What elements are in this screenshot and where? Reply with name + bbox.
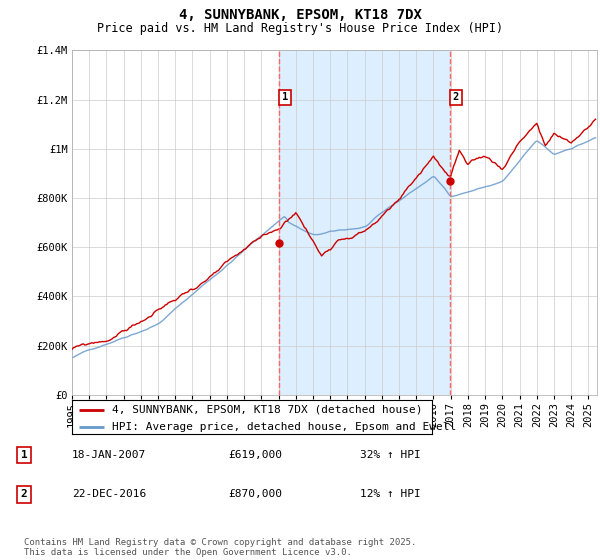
Text: 22-DEC-2016: 22-DEC-2016 [72,489,146,499]
Text: 2: 2 [20,489,28,499]
Text: 18-JAN-2007: 18-JAN-2007 [72,450,146,460]
Text: £619,000: £619,000 [228,450,282,460]
Text: 1: 1 [20,450,28,460]
Bar [280,50,450,395]
Text: 1: 1 [282,92,288,102]
Text: Contains HM Land Registry data © Crown copyright and database right 2025.
This d: Contains HM Land Registry data © Crown c… [24,538,416,557]
Text: Price paid vs. HM Land Registry's House Price Index (HPI): Price paid vs. HM Land Registry's House … [97,22,503,35]
Text: £870,000: £870,000 [228,489,282,499]
Text: 4, SUNNYBANK, EPSOM, KT18 7DX (detached house): 4, SUNNYBANK, EPSOM, KT18 7DX (detached … [112,405,422,415]
Text: 2: 2 [453,92,459,102]
Text: 4, SUNNYBANK, EPSOM, KT18 7DX: 4, SUNNYBANK, EPSOM, KT18 7DX [179,8,421,22]
Text: 32% ↑ HPI: 32% ↑ HPI [360,450,421,460]
Text: 12% ↑ HPI: 12% ↑ HPI [360,489,421,499]
Text: HPI: Average price, detached house, Epsom and Ewell: HPI: Average price, detached house, Epso… [112,422,456,432]
